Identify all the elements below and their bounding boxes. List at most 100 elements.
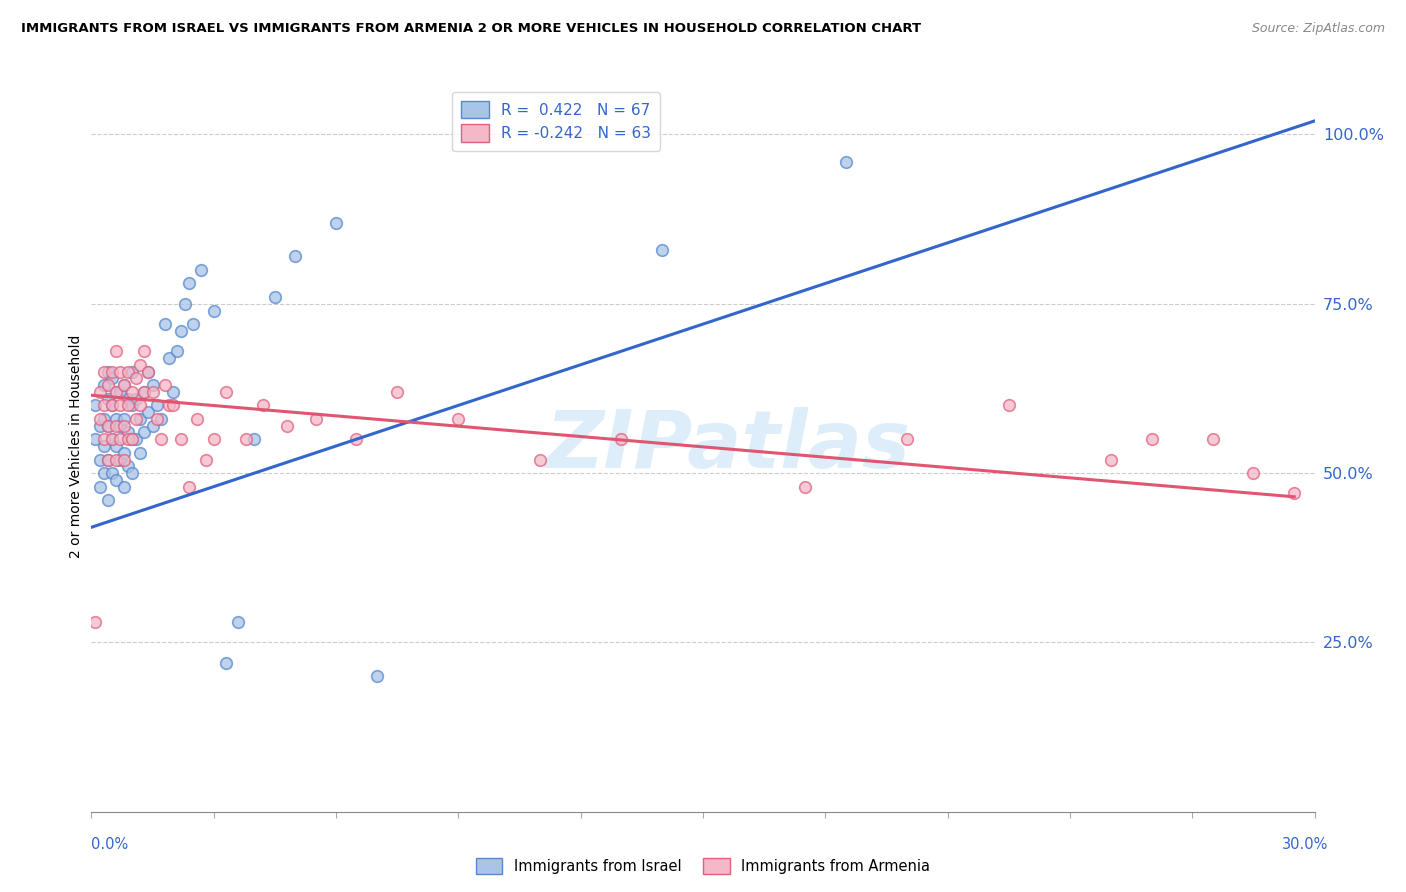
Point bbox=[108, 398, 131, 412]
Point bbox=[101, 364, 124, 378]
Point bbox=[157, 398, 180, 412]
Point bbox=[104, 418, 127, 433]
Point bbox=[179, 277, 201, 291]
Point bbox=[125, 432, 148, 446]
Point bbox=[162, 384, 184, 399]
Point bbox=[134, 384, 156, 399]
Point bbox=[104, 384, 127, 399]
Point bbox=[108, 432, 131, 446]
Point bbox=[264, 290, 287, 304]
Point bbox=[121, 432, 143, 446]
Point bbox=[129, 446, 152, 460]
Point bbox=[896, 432, 918, 446]
Point bbox=[121, 466, 143, 480]
Point bbox=[104, 344, 127, 359]
Point bbox=[129, 398, 152, 412]
Point bbox=[112, 418, 135, 433]
Point bbox=[93, 466, 115, 480]
Text: 30.0%: 30.0% bbox=[1282, 837, 1329, 852]
Point bbox=[235, 432, 257, 446]
Point bbox=[117, 432, 139, 446]
Point bbox=[170, 324, 193, 338]
Point bbox=[138, 405, 160, 419]
Text: Source: ZipAtlas.com: Source: ZipAtlas.com bbox=[1251, 22, 1385, 36]
Text: ZIPatlas: ZIPatlas bbox=[546, 407, 910, 485]
Point bbox=[104, 439, 127, 453]
Point bbox=[183, 317, 205, 331]
Point bbox=[112, 452, 135, 467]
Point bbox=[998, 398, 1021, 412]
Point bbox=[101, 466, 124, 480]
Point bbox=[108, 418, 131, 433]
Point bbox=[97, 418, 120, 433]
Point bbox=[174, 297, 197, 311]
Point bbox=[202, 432, 225, 446]
Point bbox=[346, 432, 368, 446]
Point bbox=[93, 439, 115, 453]
Point bbox=[97, 364, 120, 378]
Point bbox=[89, 480, 111, 494]
Point bbox=[108, 384, 131, 399]
Point bbox=[129, 412, 152, 426]
Point bbox=[97, 452, 120, 467]
Y-axis label: 2 or more Vehicles in Household: 2 or more Vehicles in Household bbox=[69, 334, 83, 558]
Point bbox=[108, 364, 131, 378]
Point bbox=[134, 425, 156, 440]
Point bbox=[145, 412, 167, 426]
Point bbox=[89, 412, 111, 426]
Point bbox=[97, 493, 120, 508]
Point bbox=[112, 480, 135, 494]
Point bbox=[1099, 452, 1122, 467]
Point bbox=[134, 384, 156, 399]
Point bbox=[138, 364, 160, 378]
Point bbox=[226, 615, 249, 629]
Point bbox=[243, 432, 266, 446]
Point bbox=[284, 249, 307, 263]
Point bbox=[125, 412, 148, 426]
Point bbox=[121, 384, 143, 399]
Point bbox=[108, 452, 131, 467]
Point bbox=[166, 344, 188, 359]
Point bbox=[125, 371, 148, 385]
Point bbox=[97, 452, 120, 467]
Point bbox=[121, 364, 143, 378]
Legend: R =  0.422   N = 67, R = -0.242   N = 63: R = 0.422 N = 67, R = -0.242 N = 63 bbox=[453, 92, 661, 152]
Point bbox=[104, 384, 127, 399]
Point bbox=[112, 446, 135, 460]
Point bbox=[97, 378, 120, 392]
Point bbox=[84, 398, 107, 412]
Point bbox=[112, 412, 135, 426]
Point bbox=[97, 418, 120, 433]
Point bbox=[101, 398, 124, 412]
Point bbox=[104, 412, 127, 426]
Point bbox=[447, 412, 470, 426]
Point bbox=[215, 656, 238, 670]
Point bbox=[117, 364, 139, 378]
Point bbox=[1243, 466, 1265, 480]
Point bbox=[89, 384, 111, 399]
Point bbox=[93, 398, 115, 412]
Point bbox=[93, 432, 115, 446]
Point bbox=[149, 432, 172, 446]
Point bbox=[101, 432, 124, 446]
Point bbox=[194, 452, 217, 467]
Point bbox=[385, 384, 409, 399]
Point bbox=[141, 378, 163, 392]
Point bbox=[651, 243, 673, 257]
Text: 0.0%: 0.0% bbox=[91, 837, 128, 852]
Point bbox=[610, 432, 633, 446]
Point bbox=[145, 398, 167, 412]
Point bbox=[190, 263, 212, 277]
Point bbox=[117, 392, 139, 406]
Point bbox=[104, 473, 127, 487]
Point bbox=[117, 398, 139, 412]
Point bbox=[835, 154, 858, 169]
Point bbox=[529, 452, 551, 467]
Point bbox=[138, 364, 160, 378]
Point bbox=[112, 378, 135, 392]
Point bbox=[101, 398, 124, 412]
Point bbox=[117, 459, 139, 474]
Point bbox=[179, 480, 201, 494]
Point bbox=[1140, 432, 1163, 446]
Point bbox=[89, 452, 111, 467]
